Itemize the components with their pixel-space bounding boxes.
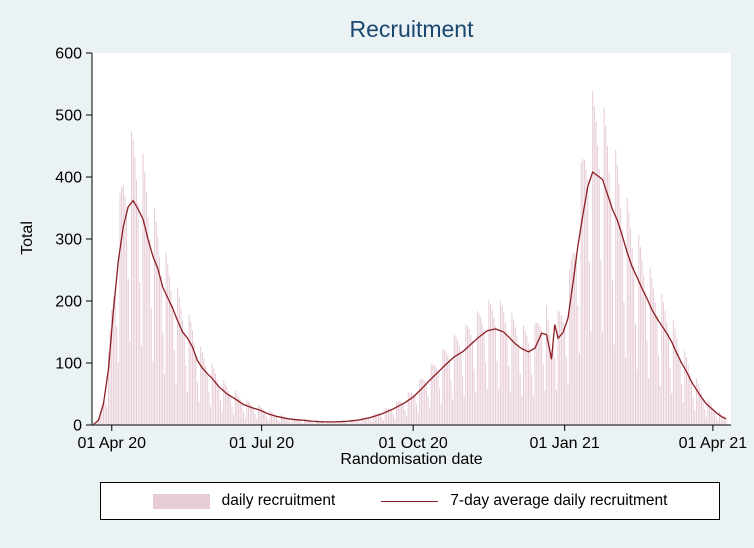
legend-item-average-line: 7-day average daily recruitment [381, 492, 667, 510]
svg-text:600: 600 [55, 46, 82, 63]
svg-text:01 Apr 21: 01 Apr 21 [679, 435, 748, 452]
svg-text:0: 0 [73, 418, 82, 435]
daily-recruitment-swatch-icon [152, 493, 210, 509]
y-axis-title: Total [19, 221, 36, 255]
svg-text:300: 300 [55, 232, 82, 249]
daily-recruitment-label: daily recruitment [221, 492, 336, 509]
chart-title: Recruitment [349, 16, 474, 42]
svg-text:400: 400 [55, 170, 82, 187]
svg-text:01 Jan 21: 01 Jan 21 [530, 435, 600, 452]
svg-text:100: 100 [55, 356, 82, 373]
legend: daily recruitment 7-day average daily re… [100, 482, 720, 520]
x-axis-title: Randomisation date [340, 451, 483, 468]
svg-text:01 Oct 20: 01 Oct 20 [378, 435, 447, 452]
svg-text:500: 500 [55, 108, 82, 125]
average-line-swatch-icon [381, 500, 439, 502]
svg-text:01 Jul 20: 01 Jul 20 [229, 435, 294, 452]
average-line-label: 7-day average daily recruitment [450, 492, 668, 509]
svg-text:01 Apr 20: 01 Apr 20 [78, 435, 147, 452]
svg-text:200: 200 [55, 294, 82, 311]
legend-item-daily-recruitment: daily recruitment [152, 492, 336, 510]
